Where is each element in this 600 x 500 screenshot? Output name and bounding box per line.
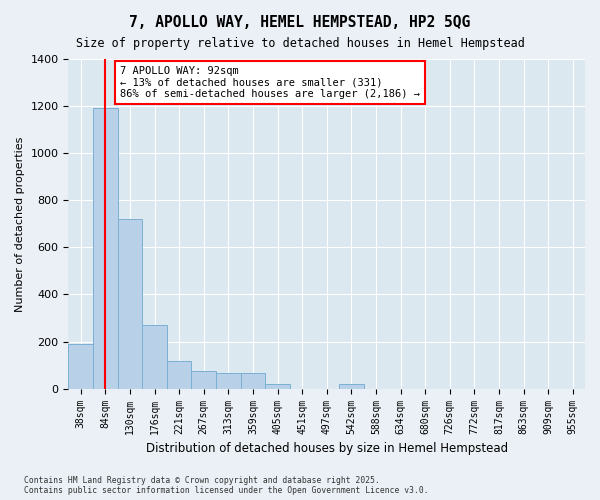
Bar — [167, 361, 191, 388]
Text: 7, APOLLO WAY, HEMEL HEMPSTEAD, HP2 5QG: 7, APOLLO WAY, HEMEL HEMPSTEAD, HP2 5QG — [130, 15, 470, 30]
Y-axis label: Number of detached properties: Number of detached properties — [15, 136, 25, 312]
Text: Size of property relative to detached houses in Hemel Hempstead: Size of property relative to detached ho… — [76, 38, 524, 51]
Bar — [118, 219, 142, 388]
Bar — [191, 371, 216, 388]
Bar — [93, 108, 118, 388]
Text: 7 APOLLO WAY: 92sqm
← 13% of detached houses are smaller (331)
86% of semi-detac: 7 APOLLO WAY: 92sqm ← 13% of detached ho… — [120, 66, 420, 100]
Bar — [142, 325, 167, 388]
X-axis label: Distribution of detached houses by size in Hemel Hempstead: Distribution of detached houses by size … — [146, 442, 508, 455]
Bar — [68, 344, 93, 389]
Bar — [216, 372, 241, 388]
Text: Contains HM Land Registry data © Crown copyright and database right 2025.
Contai: Contains HM Land Registry data © Crown c… — [24, 476, 428, 495]
Bar — [241, 374, 265, 388]
Bar — [339, 384, 364, 388]
Bar — [265, 384, 290, 388]
